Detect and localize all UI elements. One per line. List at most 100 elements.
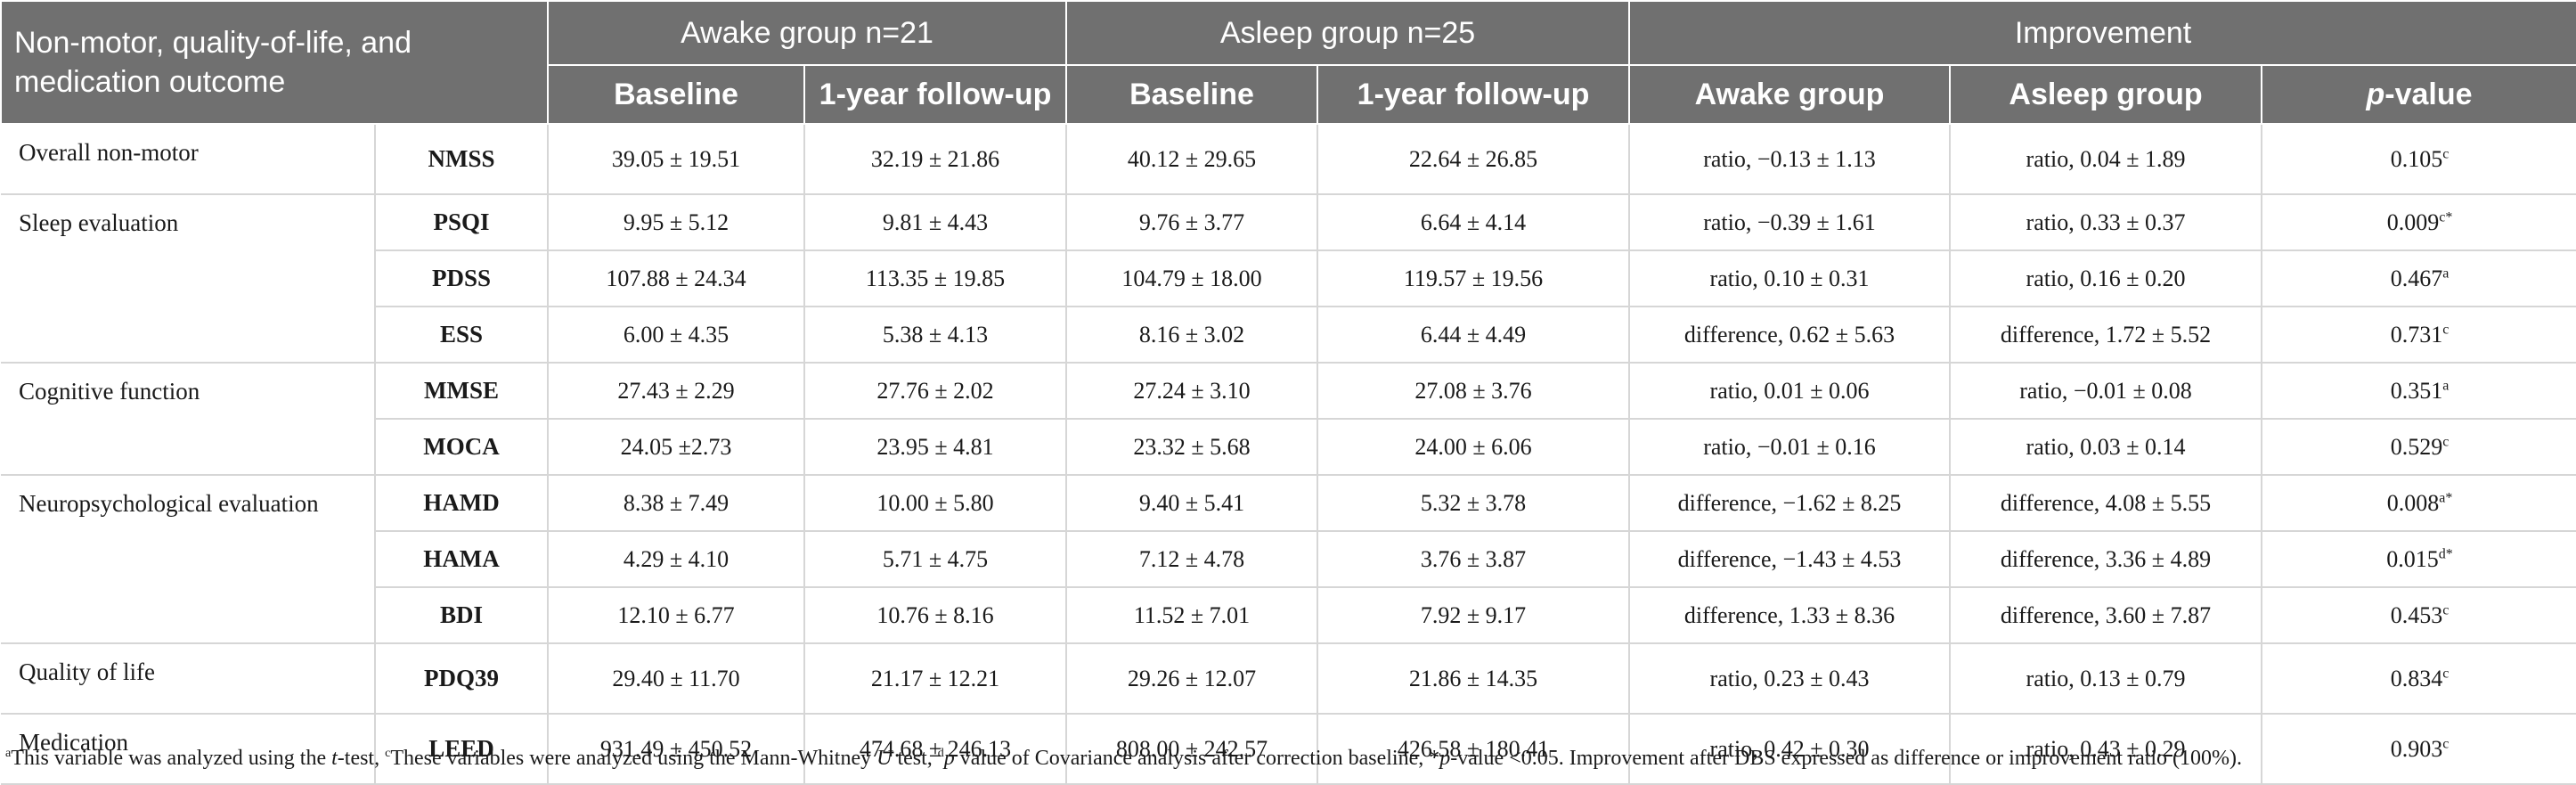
table-row: MOCA 24.05 ±2.73 23.95 ± 4.81 23.32 ± 5.68 2… [1, 419, 2576, 476]
variable-cell: NMSS [373, 124, 549, 195]
footnote-a-text: This variable was analyzed using the [11, 747, 332, 770]
asleep-baseline-cell: 11.52 ± 7.01 [1065, 587, 1318, 644]
asleep-baseline-cell: 104.79 ± 18.00 [1065, 250, 1318, 307]
p-value-cell: 0.015d* [2261, 531, 2576, 588]
improvement-awake-cell: difference, 0.62 ± 5.63 [1628, 307, 1951, 364]
p-value-number: 0.105 [2390, 145, 2443, 172]
table-footnote: aThis variable was analyzed using the t-… [5, 747, 2571, 771]
awake-baseline-cell: 4.29 ± 4.10 [547, 531, 805, 588]
improvement-awake-cell: difference, 1.33 ± 8.36 [1628, 587, 1951, 644]
awake-follow-up-cell: 23.95 ± 4.81 [803, 419, 1067, 476]
table-row: HAMA 4.29 ± 4.10 5.71 ± 4.75 7.12 ± 4.78 3.7… [1, 531, 2576, 588]
table-row: Medication LEED 931.49 ± 450.52 474.68 ± 24… [1, 714, 2576, 785]
p-value-footnote-mark: a [2442, 377, 2450, 393]
asleep-baseline-header: Baseline [1065, 64, 1319, 125]
awake-baseline-header: Baseline [547, 64, 806, 125]
footnote-c-text2: test, [892, 747, 938, 770]
awake-baseline-cell: 29.40 ± 11.70 [547, 643, 805, 715]
improvement-asleep-cell: difference, 1.72 ± 5.52 [1949, 307, 2262, 364]
variable-cell: HAMA [375, 531, 549, 588]
asleep-baseline-cell: 7.12 ± 4.78 [1065, 531, 1318, 588]
p-value-number: 0.529 [2390, 433, 2443, 460]
p-value-cell: 0.008a* [2261, 475, 2576, 532]
p-value-header-rest: -value [2384, 77, 2473, 111]
p-value-footnote-mark: c [2442, 145, 2450, 161]
variable-cell: MOCA [375, 419, 549, 476]
improvement-awake-cell: ratio, 0.10 ± 0.31 [1628, 250, 1951, 307]
p-value-footnote-mark: a* [2439, 489, 2453, 505]
variable-cell: BDI [375, 587, 549, 644]
awake-baseline-cell: 8.38 ± 7.49 [547, 475, 805, 532]
awake-baseline-cell: 107.88 ± 24.34 [547, 250, 805, 307]
asleep-baseline-cell: 8.16 ± 3.02 [1065, 307, 1318, 364]
awake-baseline-cell: 6.00 ± 4.35 [547, 307, 805, 364]
improvement-header: Improvement [1628, 0, 2576, 66]
table-row: Overall non-motor NMSS 39.05 ± 19.51 32.19 … [1, 124, 2576, 195]
asleep-follow-up-header: 1-year follow-up [1317, 64, 1631, 125]
asleep-baseline-cell: 23.32 ± 5.68 [1065, 419, 1318, 476]
variable-cell: PSQI [373, 194, 549, 251]
p-value-footnote-mark: a [2442, 265, 2450, 281]
awake-baseline-cell: 24.05 ±2.73 [547, 419, 805, 476]
awake-follow-up-cell: 27.76 ± 2.02 [803, 363, 1067, 420]
footnote-c-text: These variables were analyzed using the … [390, 747, 877, 770]
footnote-a-text2: -test, [337, 747, 386, 770]
asleep-baseline-cell: 9.40 ± 5.41 [1065, 475, 1318, 532]
p-value-header-p: p [2366, 77, 2385, 111]
improvement-asleep-cell: ratio, 0.03 ± 0.14 [1949, 419, 2262, 476]
table-row: Cognitive function MMSE 27.43 ± 2.29 27.76 … [1, 363, 2576, 476]
asleep-follow-up-cell: 22.64 ± 26.85 [1317, 124, 1630, 195]
p-value-cell: 0.351a [2261, 363, 2576, 420]
variable-cell: MMSE [373, 363, 549, 420]
footnote-c-u: U [876, 747, 893, 770]
awake-baseline-cell: 27.43 ± 2.29 [547, 363, 805, 420]
awake-baseline-cell: 39.05 ± 19.51 [547, 124, 805, 195]
asleep-baseline-cell: 27.24 ± 3.10 [1065, 363, 1318, 420]
p-value-number: 0.009 [2386, 209, 2440, 235]
table-header: Non-motor, quality-of-life, and medicati… [0, 0, 2576, 125]
awake-follow-up-cell: 21.17 ± 12.21 [803, 643, 1067, 715]
improvement-asleep-cell: difference, 3.60 ± 7.87 [1949, 587, 2262, 644]
p-value-cell: 0.105c [2261, 124, 2576, 195]
p-value-number: 0.834 [2390, 665, 2443, 691]
p-value-cell: 0.453c [2261, 587, 2576, 644]
p-value-footnote-mark: c [2442, 321, 2450, 337]
awake-follow-up-cell: 10.00 ± 5.80 [803, 475, 1067, 532]
improvement-asleep-cell: difference, 4.08 ± 5.55 [1949, 475, 2262, 532]
improvement-awake-cell: ratio, −0.13 ± 1.13 [1628, 124, 1951, 195]
category-cell: Medication [1, 714, 376, 785]
footnote-d-p: p [943, 747, 955, 770]
p-value-number: 0.903 [2390, 735, 2443, 762]
awake-baseline-cell: 12.10 ± 6.77 [547, 587, 805, 644]
table-row: BDI 12.10 ± 6.77 10.76 ± 8.16 11.52 ± 7.01 7… [1, 587, 2576, 644]
awake-group-header: Awake group n=21 [547, 0, 1068, 66]
p-value-footnote-mark: c [2442, 433, 2450, 449]
table-row: ESS 6.00 ± 4.35 5.38 ± 4.13 8.16 ± 3.02 6.44… [1, 307, 2576, 364]
improvement-asleep-cell: ratio, 0.04 ± 1.89 [1949, 124, 2262, 195]
category-cell: Overall non-motor [1, 124, 376, 195]
p-value-cell: 0.467a [2261, 250, 2576, 307]
variable-cell: ESS [375, 307, 549, 364]
asleep-follow-up-cell: 21.86 ± 14.35 [1317, 643, 1630, 715]
corner-header: Non-motor, quality-of-life, and medicati… [0, 0, 550, 125]
asleep-follow-up-cell: 6.64 ± 4.14 [1317, 194, 1630, 251]
p-value-number: 0.731 [2390, 321, 2443, 348]
table-row: Sleep evaluation PSQI 9.95 ± 5.12 9.81 ± 4.… [1, 194, 2576, 364]
asleep-baseline-cell: 40.12 ± 29.65 [1065, 124, 1318, 195]
category-cell: Cognitive function [1, 363, 376, 476]
improvement-asleep-cell: difference, 3.36 ± 4.89 [1949, 531, 2262, 588]
asleep-follow-up-cell: 3.76 ± 3.87 [1317, 531, 1630, 588]
footnote-rest: -value <0.05. Improvement after DBS expr… [1450, 747, 2243, 770]
asleep-follow-up-cell: 6.44 ± 4.49 [1317, 307, 1630, 364]
p-value-cell: 0.009c* [2261, 194, 2576, 251]
asleep-follow-up-cell: 27.08 ± 3.76 [1317, 363, 1630, 420]
p-value-footnote-mark: c* [2439, 209, 2453, 225]
p-value-footnote-mark: c [2442, 735, 2450, 751]
p-value-footnote-mark: c [2442, 601, 2450, 617]
improvement-asleep-cell: ratio, 0.33 ± 0.37 [1949, 194, 2262, 251]
improvement-awake-cell: ratio, −0.39 ± 1.61 [1628, 194, 1951, 251]
table-row: PDSS 107.88 ± 24.34 113.35 ± 19.85 104.79 ±… [1, 250, 2576, 307]
footnote-a-mark: a [5, 747, 12, 760]
